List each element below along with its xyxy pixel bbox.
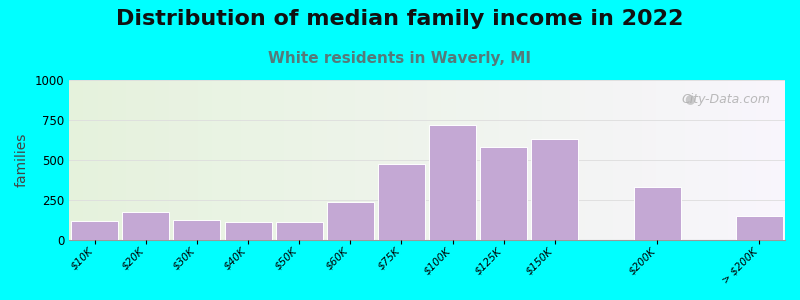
Bar: [770, 80, 785, 240]
Bar: [225, 222, 271, 240]
Bar: [384, 80, 398, 240]
Bar: [714, 80, 728, 240]
Bar: [531, 139, 578, 240]
Bar: [413, 80, 427, 240]
Bar: [456, 80, 470, 240]
Bar: [756, 80, 770, 240]
Bar: [442, 80, 456, 240]
Bar: [378, 164, 425, 240]
Bar: [326, 202, 374, 240]
Bar: [122, 212, 170, 240]
Bar: [398, 80, 413, 240]
Bar: [326, 80, 341, 240]
Bar: [341, 80, 355, 240]
Bar: [613, 80, 627, 240]
Bar: [427, 80, 442, 240]
Bar: [498, 80, 513, 240]
Bar: [355, 80, 370, 240]
Bar: [174, 220, 221, 240]
Bar: [241, 80, 255, 240]
Bar: [276, 222, 322, 240]
Bar: [429, 125, 476, 240]
Bar: [599, 80, 613, 240]
Bar: [634, 187, 681, 240]
Bar: [212, 80, 226, 240]
Bar: [112, 80, 126, 240]
Bar: [170, 80, 183, 240]
Bar: [98, 80, 112, 240]
Y-axis label: families: families: [15, 133, 29, 188]
Bar: [513, 80, 527, 240]
Bar: [83, 80, 98, 240]
Bar: [198, 80, 212, 240]
Bar: [480, 147, 527, 240]
Bar: [470, 80, 484, 240]
Bar: [370, 80, 384, 240]
Bar: [627, 80, 642, 240]
Bar: [728, 80, 742, 240]
Text: ●: ●: [685, 92, 695, 105]
Text: White residents in Waverly, MI: White residents in Waverly, MI: [269, 51, 531, 66]
Bar: [585, 80, 599, 240]
Bar: [255, 80, 270, 240]
Bar: [298, 80, 313, 240]
Bar: [141, 80, 155, 240]
Bar: [126, 80, 141, 240]
Bar: [270, 80, 284, 240]
Bar: [742, 80, 756, 240]
Bar: [642, 80, 656, 240]
Bar: [527, 80, 542, 240]
Bar: [570, 80, 585, 240]
Bar: [736, 215, 783, 240]
Text: City-Data.com: City-Data.com: [682, 93, 770, 106]
Bar: [484, 80, 498, 240]
Bar: [685, 80, 699, 240]
Bar: [71, 221, 118, 240]
Bar: [656, 80, 670, 240]
Bar: [155, 80, 170, 240]
Bar: [699, 80, 714, 240]
Bar: [284, 80, 298, 240]
Bar: [556, 80, 570, 240]
Bar: [226, 80, 241, 240]
Bar: [183, 80, 198, 240]
Bar: [670, 80, 685, 240]
Bar: [313, 80, 326, 240]
Bar: [542, 80, 556, 240]
Text: Distribution of median family income in 2022: Distribution of median family income in …: [116, 9, 684, 29]
Bar: [69, 80, 83, 240]
